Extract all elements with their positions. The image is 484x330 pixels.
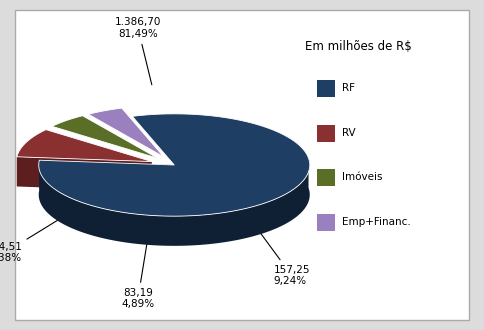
Text: Imóveis: Imóveis xyxy=(342,172,383,182)
Polygon shape xyxy=(17,130,152,162)
Text: 1.386,70
81,49%: 1.386,70 81,49% xyxy=(115,17,161,85)
Text: 74,51
4,38%: 74,51 4,38% xyxy=(0,211,73,263)
Text: 157,25
9,24%: 157,25 9,24% xyxy=(251,220,310,286)
Polygon shape xyxy=(39,160,174,195)
FancyBboxPatch shape xyxy=(15,10,469,320)
Polygon shape xyxy=(39,114,310,216)
Text: RV: RV xyxy=(342,128,356,138)
Polygon shape xyxy=(52,116,158,158)
Bar xyxy=(317,80,335,97)
Text: Em milhões de R$: Em milhões de R$ xyxy=(305,40,411,52)
Bar xyxy=(317,125,335,142)
Bar xyxy=(317,214,335,231)
Bar xyxy=(317,169,335,186)
Text: RF: RF xyxy=(342,83,355,93)
Text: 83,19
4,89%: 83,19 4,89% xyxy=(121,242,154,310)
Polygon shape xyxy=(17,157,152,191)
Polygon shape xyxy=(89,108,164,157)
Text: Emp+Financ.: Emp+Financ. xyxy=(342,217,411,227)
Polygon shape xyxy=(39,158,310,246)
Polygon shape xyxy=(17,154,18,186)
